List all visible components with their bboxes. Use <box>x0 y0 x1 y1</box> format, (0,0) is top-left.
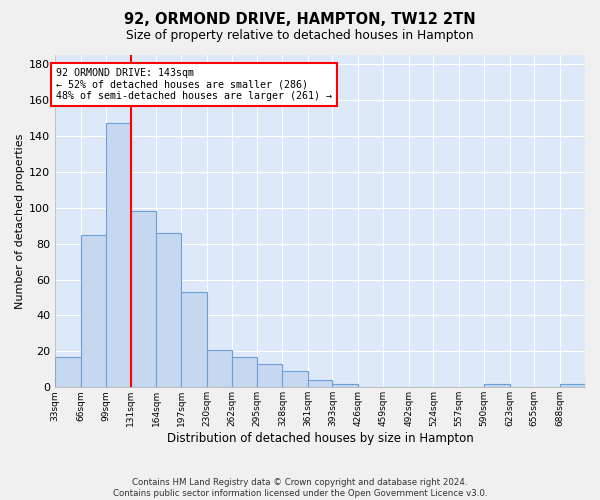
Text: Size of property relative to detached houses in Hampton: Size of property relative to detached ho… <box>126 29 474 42</box>
Bar <box>106 124 131 388</box>
Bar <box>332 384 358 388</box>
Y-axis label: Number of detached properties: Number of detached properties <box>15 134 25 309</box>
Bar <box>232 357 257 388</box>
Bar <box>257 364 283 388</box>
Bar <box>308 380 332 388</box>
X-axis label: Distribution of detached houses by size in Hampton: Distribution of detached houses by size … <box>167 432 473 445</box>
Bar <box>181 292 207 388</box>
Bar <box>207 350 232 388</box>
Text: 92, ORMOND DRIVE, HAMPTON, TW12 2TN: 92, ORMOND DRIVE, HAMPTON, TW12 2TN <box>124 12 476 28</box>
Bar <box>55 357 80 388</box>
Text: Contains HM Land Registry data © Crown copyright and database right 2024.
Contai: Contains HM Land Registry data © Crown c… <box>113 478 487 498</box>
Bar <box>156 233 181 388</box>
Text: 92 ORMOND DRIVE: 143sqm
← 52% of detached houses are smaller (286)
48% of semi-d: 92 ORMOND DRIVE: 143sqm ← 52% of detache… <box>56 68 332 101</box>
Bar <box>283 371 308 388</box>
Bar <box>80 234 106 388</box>
Bar <box>560 384 585 388</box>
Bar <box>484 384 509 388</box>
Bar <box>131 212 156 388</box>
